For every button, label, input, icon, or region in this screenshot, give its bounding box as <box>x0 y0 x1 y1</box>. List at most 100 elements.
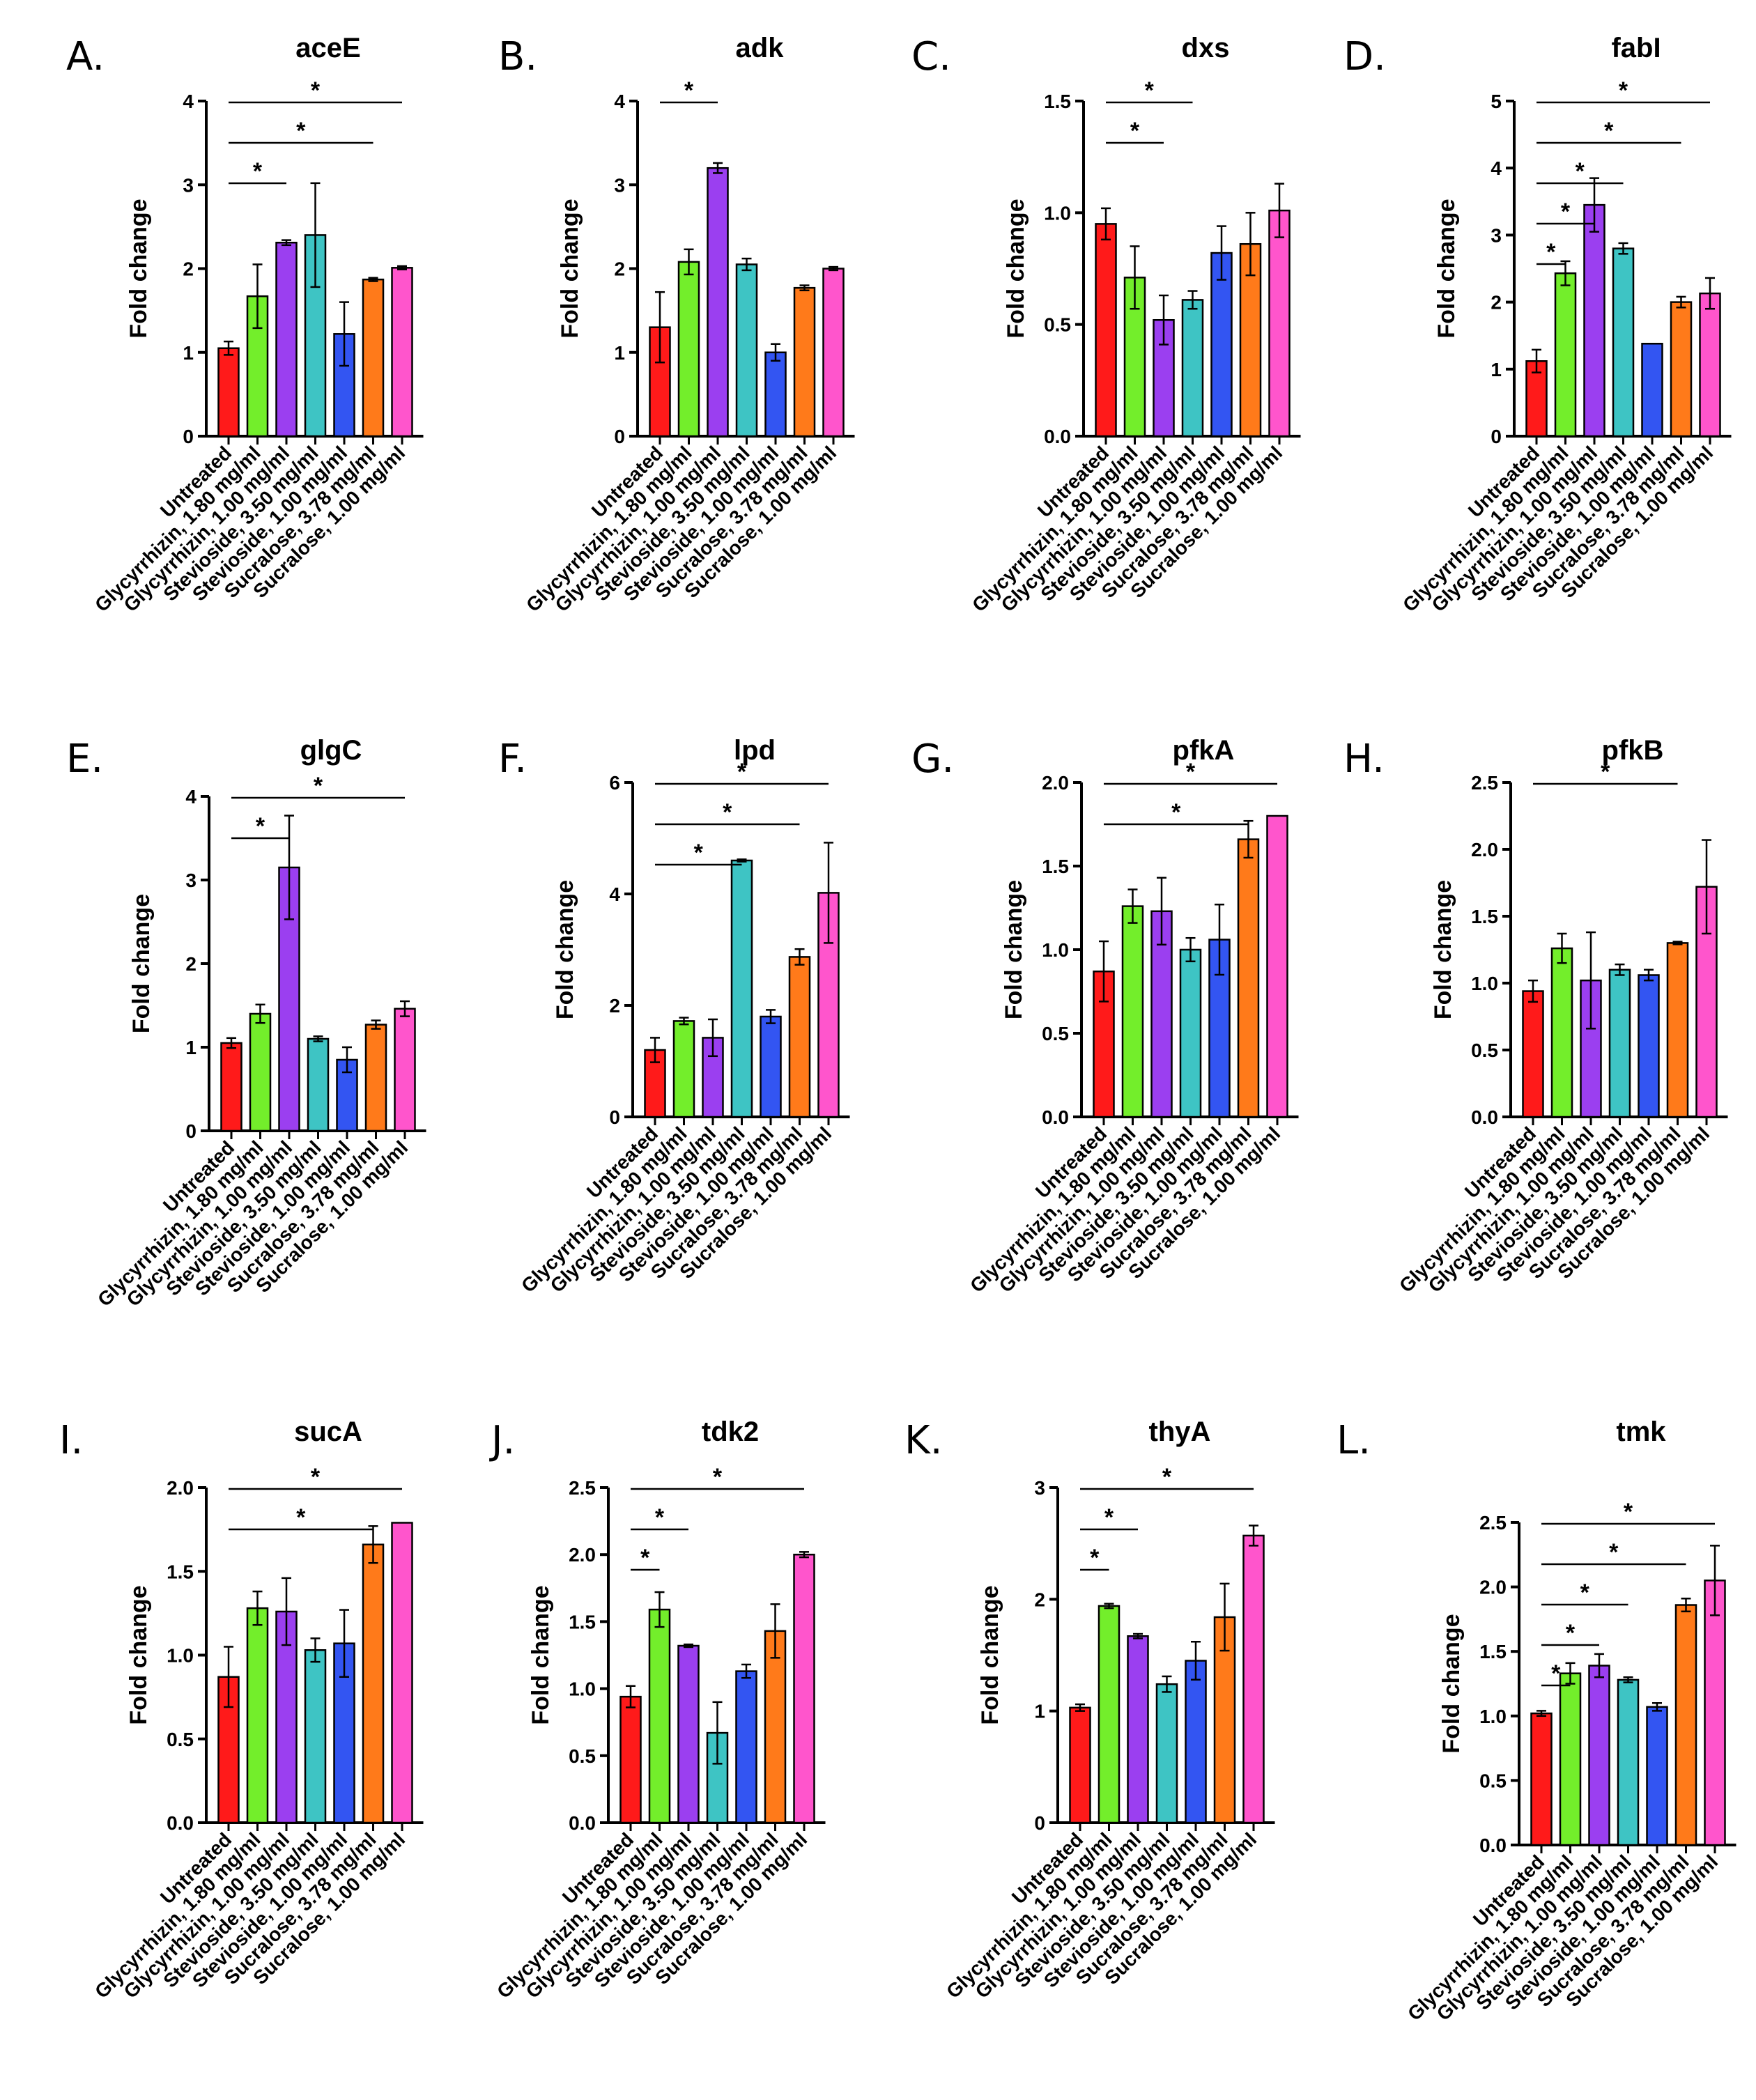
y-tick-label: 1.5 <box>1471 906 1498 927</box>
bar-tmk-3 <box>1617 1678 1640 1846</box>
y-tick-label: 0.5 <box>1044 314 1071 336</box>
y-tick-label: 1.0 <box>167 1645 194 1667</box>
y-tick-label: 4 <box>609 883 620 905</box>
y-axis-label: Fold change <box>527 1585 554 1724</box>
y-tick-label: 0 <box>183 426 194 447</box>
bar-pfkB-5 <box>1666 942 1689 1118</box>
y-tick-label: 1.0 <box>1479 1706 1507 1727</box>
significance-star: * <box>1580 1580 1590 1606</box>
y-tick-label: 2.5 <box>569 1477 596 1499</box>
significance-star: * <box>1551 1660 1561 1687</box>
y-tick-label: 2.0 <box>1042 772 1069 794</box>
bar-fabI-4 <box>1641 342 1663 438</box>
bar-pfkA-3 <box>1179 948 1202 1118</box>
bar-lpd-5 <box>788 956 811 1118</box>
chart-title: glgC <box>300 735 362 766</box>
y-tick-label: 0.5 <box>1471 1040 1498 1061</box>
y-tick-label: 5 <box>1491 91 1502 112</box>
panel-letter: K. <box>904 1418 943 1463</box>
significance-star: * <box>1186 759 1196 785</box>
chart-title: tdk2 <box>702 1416 759 1447</box>
y-tick-label: 0.0 <box>1471 1106 1498 1128</box>
y-axis-label: Fold change <box>1003 199 1029 338</box>
bar-adk-5 <box>793 286 816 438</box>
y-tick-label: 1 <box>1491 359 1502 380</box>
bar-sucA-1 <box>246 1607 269 1824</box>
bar-tmk-0 <box>1530 1712 1553 1846</box>
panel-letter: F. <box>498 736 527 782</box>
bar-fabI-3 <box>1612 247 1635 438</box>
y-tick-label: 0 <box>185 1120 197 1142</box>
y-tick-label: 0.0 <box>569 1812 596 1834</box>
y-tick-label: 1 <box>185 1037 197 1058</box>
y-tick-label: 1.0 <box>1471 973 1498 994</box>
y-axis-label: Fold change <box>557 199 583 338</box>
y-tick-label: 1.5 <box>1479 1641 1507 1662</box>
chart-title: pfkA <box>1173 735 1235 766</box>
significance-star: * <box>256 813 265 840</box>
y-tick-label: 0 <box>1034 1812 1045 1834</box>
panel-letter: H. <box>1343 736 1385 782</box>
y-tick-label: 4 <box>614 91 625 112</box>
significance-star: * <box>314 773 323 799</box>
bar-pfkB-1 <box>1550 947 1573 1118</box>
bar-lpd-4 <box>760 1015 782 1118</box>
significance-star: * <box>1601 759 1610 785</box>
bar-pfkB-0 <box>1522 990 1544 1118</box>
bar-tmk-5 <box>1674 1604 1697 1846</box>
significance-star: * <box>1561 199 1571 225</box>
panel-letter: D. <box>1343 34 1386 79</box>
y-tick-label: 1.0 <box>1042 939 1069 961</box>
significance-star: * <box>684 77 694 104</box>
y-tick-label: 2.0 <box>1479 1577 1507 1598</box>
y-tick-label: 1 <box>1034 1701 1045 1722</box>
bar-dxs-0 <box>1095 223 1117 438</box>
significance-star: * <box>1604 118 1614 144</box>
panel-letter: I. <box>59 1418 83 1463</box>
significance-star: * <box>1104 1504 1114 1531</box>
bar-glgC-3 <box>307 1037 330 1132</box>
y-axis-label: Fold change <box>977 1585 1003 1724</box>
significance-star: * <box>296 118 306 144</box>
bar-glgC-1 <box>249 1012 272 1132</box>
bar-tdk2-4 <box>735 1670 757 1824</box>
bar-sucA-6 <box>391 1522 413 1824</box>
bar-pfkA-1 <box>1121 905 1144 1118</box>
significance-star: * <box>311 77 321 104</box>
bar-aceE-0 <box>217 347 240 438</box>
y-tick-label: 3 <box>1034 1477 1045 1499</box>
bar-tmk-6 <box>1704 1580 1726 1846</box>
y-axis-label: Fold change <box>1438 1614 1465 1753</box>
panel-letter: J. <box>489 1418 515 1463</box>
panel-letter: A. <box>66 34 105 79</box>
bar-tmk-1 <box>1559 1672 1582 1846</box>
significance-star: * <box>1162 1464 1172 1490</box>
bar-lpd-3 <box>730 859 753 1118</box>
bar-lpd-1 <box>672 1020 695 1118</box>
significance-star: * <box>253 158 263 185</box>
y-axis-label: Fold change <box>1433 199 1460 338</box>
bar-dxs-5 <box>1239 242 1262 438</box>
y-tick-label: 2.0 <box>1471 839 1498 860</box>
significance-star: * <box>1619 77 1628 104</box>
y-tick-label: 0 <box>609 1106 620 1128</box>
bar-dxs-3 <box>1181 299 1204 438</box>
bar-aceE-2 <box>275 241 298 438</box>
bar-glgC-6 <box>394 1007 416 1132</box>
bar-adk-2 <box>707 167 729 438</box>
significance-star: * <box>1609 1539 1619 1566</box>
chart-title: aceE <box>295 33 360 63</box>
y-tick-label: 0.0 <box>1479 1835 1507 1856</box>
bar-adk-6 <box>822 268 845 438</box>
bar-tdk2-2 <box>677 1644 700 1824</box>
y-tick-label: 6 <box>609 772 620 794</box>
y-tick-label: 0 <box>614 426 625 447</box>
y-tick-label: 2 <box>1034 1589 1045 1610</box>
y-axis-label: Fold change <box>1430 880 1456 1019</box>
